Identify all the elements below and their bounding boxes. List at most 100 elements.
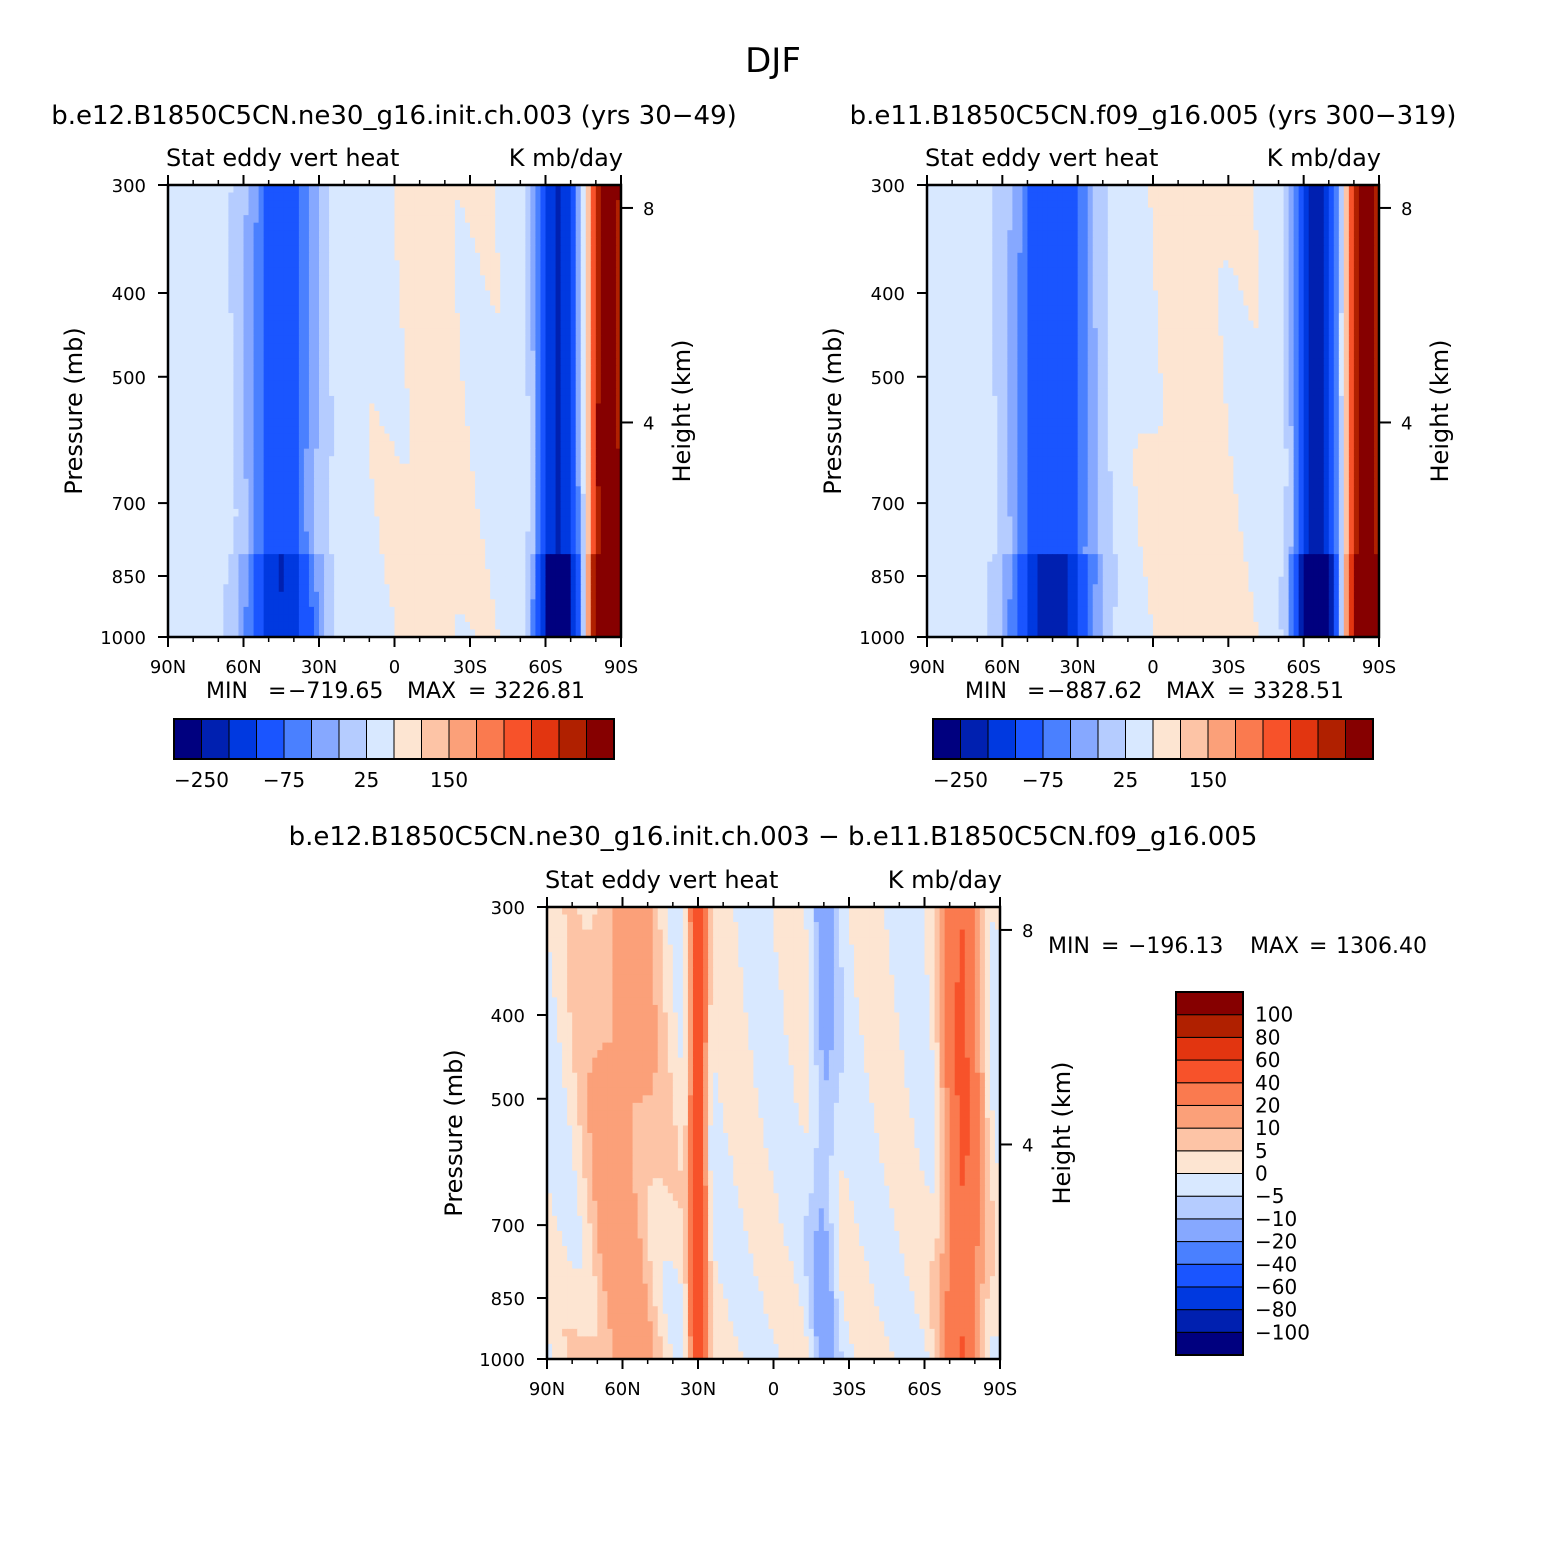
heatmap-cell [233,230,240,239]
heatmap-cell [520,418,526,427]
heatmap-cell [288,539,295,548]
heatmap-cell [168,456,174,465]
heatmap-cell [198,222,204,231]
heatmap-cell [178,358,184,367]
heatmap-cell [424,252,431,261]
heatmap-cell [434,516,441,525]
heatmap-cell [585,282,592,292]
heatmap-cell [198,335,204,344]
heatmap-cell [449,501,456,510]
heatmap-cell [394,343,401,352]
heatmap-cell [354,403,360,412]
heatmap-cell [268,335,275,344]
heatmap-cell [610,493,617,502]
heatmap-cell [530,343,537,352]
heatmap-cell [243,222,250,231]
heatmap-cell [495,320,501,329]
heatmap-cell [258,313,265,322]
heatmap-cell [349,433,355,442]
heatmap-cell [198,320,204,329]
heatmap-cell [565,554,572,563]
heatmap-cell [449,275,456,284]
heatmap-cell [379,252,386,261]
heatmap-cell [379,576,386,585]
heatmap-cell [454,448,461,457]
heatmap-cell [424,448,431,457]
heatmap-cell [439,267,446,276]
heatmap-cell [570,252,577,261]
heatmap-cell [444,554,451,563]
heatmap-cell [173,554,179,563]
heatmap-cell [354,305,360,314]
heatmap-cell [188,576,194,585]
heatmap-cell [364,365,370,374]
heatmap-cell [464,403,471,412]
heatmap-cell [575,569,582,578]
heatmap-cell [505,493,511,502]
heatmap-cell [298,350,305,359]
heatmap-cell [168,260,174,269]
heatmap-cell [203,373,209,382]
heatmap-cell [228,380,235,389]
heatmap-cell [449,411,456,420]
heatmap-cell [414,486,421,495]
heatmap-cell [464,298,471,307]
heatmap-cell [359,282,365,292]
heatmap-cell [414,584,421,593]
heatmap-cell [615,486,621,495]
heatmap-cell [515,508,521,518]
heatmap-cell [288,554,295,563]
heatmap-cell [173,350,179,359]
heatmap-cell [228,561,235,570]
heatmap-cell [178,388,184,397]
heatmap-cell [505,320,511,329]
heatmap-cell [308,380,315,389]
heatmap-cell [454,471,461,480]
heatmap-cell [459,471,466,480]
heatmap-cell [379,282,386,292]
heatmap-cell [228,365,235,374]
heatmap-cell [399,358,406,367]
heatmap-cell [213,561,219,570]
heatmap-cell [419,546,426,555]
heatmap-cell [409,222,416,231]
heatmap-cell [203,252,209,261]
heatmap-cell [540,185,547,194]
heatmap-cell [520,501,526,510]
heatmap-cell [434,531,441,540]
heatmap-cell [208,546,214,555]
heatmap-cell [545,237,552,246]
heatmap-cell [424,237,431,246]
heatmap-cell [560,508,567,518]
heatmap-cell [369,448,375,457]
heatmap-cell [349,237,355,246]
heatmap-cell [565,576,572,585]
heatmap-cell [525,215,531,224]
heatmap-cell [374,358,380,367]
heatmap-cell [313,245,320,254]
heatmap-cell [439,222,446,231]
heatmap-cell [258,448,265,457]
heatmap-cell [575,282,582,292]
heatmap-cell [283,508,290,518]
heatmap-cell [369,493,375,502]
heatmap-cell [313,426,320,435]
heatmap-cell [540,245,547,254]
heatmap-cell [470,275,476,284]
heatmap-cell [293,380,300,389]
heatmap-cell [374,290,380,299]
heatmap-cell [530,313,537,322]
heatmap-cell [374,471,380,480]
heatmap-cell [454,546,461,555]
heatmap-cell [188,478,194,487]
heatmap-cell [188,433,194,442]
heatmap-cell [329,275,335,284]
heatmap-cell [545,486,552,495]
heatmap-cell [414,561,421,570]
heatmap-cell [434,373,441,382]
heatmap-cell [313,282,320,292]
heatmap-cell [480,478,486,487]
heatmap-cell [530,185,537,194]
heatmap-cell [193,245,199,254]
heatmap-cell [404,380,411,389]
